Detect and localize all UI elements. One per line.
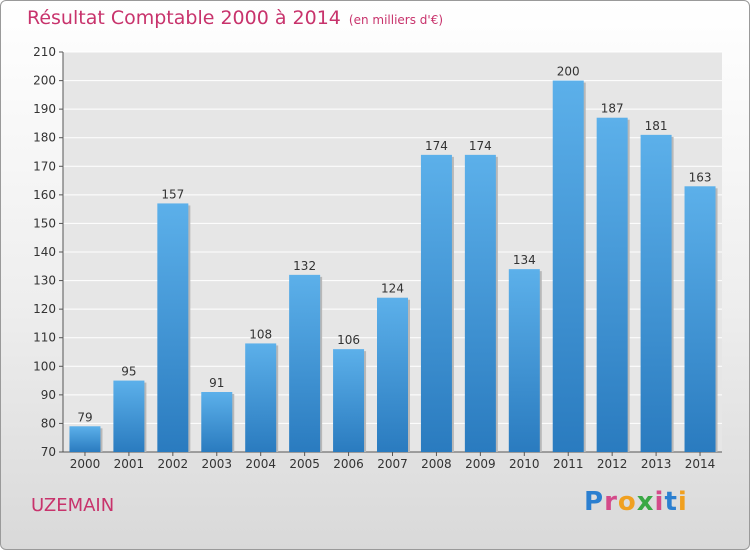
- y-tick-label: 70: [41, 445, 56, 459]
- data-label: 124: [381, 282, 404, 296]
- x-tick-label: 2004: [245, 457, 276, 471]
- logo-letter: o: [617, 487, 637, 517]
- logo-letter: r: [604, 487, 618, 517]
- bar: [201, 392, 233, 452]
- y-tick-label: 110: [33, 331, 56, 345]
- x-tick-label: 2008: [421, 457, 452, 471]
- y-tick-label: 90: [41, 388, 56, 402]
- bar: [69, 426, 101, 452]
- bar: [333, 349, 365, 452]
- y-tick-label: 170: [33, 159, 56, 173]
- data-label: 200: [557, 65, 580, 79]
- data-label: 79: [77, 410, 92, 424]
- y-tick-label: 210: [33, 45, 56, 59]
- bar: [464, 154, 496, 452]
- data-label: 187: [601, 102, 624, 116]
- bar: [289, 274, 321, 452]
- y-tick-label: 190: [33, 102, 56, 116]
- x-tick-label: 2010: [509, 457, 540, 471]
- x-tick-label: 2007: [377, 457, 408, 471]
- data-label: 163: [689, 170, 712, 184]
- bar: [113, 380, 145, 452]
- y-tick-label: 200: [33, 74, 56, 88]
- data-label: 95: [121, 365, 136, 379]
- logo-letter: P: [584, 487, 605, 517]
- bar: [596, 117, 628, 452]
- bar: [245, 343, 277, 452]
- y-tick-label: 120: [33, 302, 56, 316]
- x-tick-label: 2003: [201, 457, 232, 471]
- y-tick-label: 160: [33, 188, 56, 202]
- data-label: 132: [293, 259, 316, 273]
- data-label: 174: [469, 139, 492, 153]
- x-tick-label: 2012: [597, 457, 628, 471]
- x-tick-label: 2000: [70, 457, 101, 471]
- chart-subtitle: (en milliers d'€): [348, 13, 444, 27]
- data-label: 174: [425, 139, 448, 153]
- y-tick-label: 130: [33, 274, 56, 288]
- chart-title: Résultat Comptable 2000 à 2014 (en millie…: [27, 7, 443, 29]
- y-tick-label: 140: [33, 245, 56, 259]
- y-tick-label: 80: [41, 416, 56, 430]
- bar: [420, 154, 452, 452]
- proxiti-logo: Proxiti: [584, 487, 688, 517]
- data-label: 181: [645, 119, 668, 133]
- x-tick-label: 2006: [333, 457, 364, 471]
- x-tick-label: 2009: [465, 457, 496, 471]
- bar: [684, 186, 716, 453]
- logo-letter: x: [636, 487, 655, 517]
- y-tick-label: 100: [33, 359, 56, 373]
- bar: [377, 297, 408, 452]
- place-name: UZEMAIN: [31, 495, 115, 516]
- bar: [552, 80, 584, 453]
- y-tick-label: 150: [33, 216, 56, 230]
- data-label: 157: [161, 187, 184, 201]
- data-label: 108: [249, 327, 272, 341]
- bar: [640, 134, 672, 452]
- x-tick-label: 2014: [685, 457, 716, 471]
- x-tick-label: 2011: [553, 457, 584, 471]
- bar: [508, 269, 540, 452]
- x-tick-label: 2001: [114, 457, 145, 471]
- x-tick-label: 2002: [158, 457, 189, 471]
- logo-letter: i: [677, 487, 688, 517]
- x-tick-label: 2005: [289, 457, 320, 471]
- logo-letter: i: [654, 487, 665, 517]
- title-text: Résultat Comptable 2000 à 2014: [27, 7, 341, 29]
- logo-letter: t: [664, 487, 678, 517]
- y-tick-label: 180: [33, 131, 56, 145]
- data-label: 134: [513, 253, 536, 267]
- bar: [157, 203, 189, 452]
- data-label: 106: [337, 333, 360, 347]
- x-tick-label: 2013: [641, 457, 672, 471]
- data-label: 91: [209, 376, 224, 390]
